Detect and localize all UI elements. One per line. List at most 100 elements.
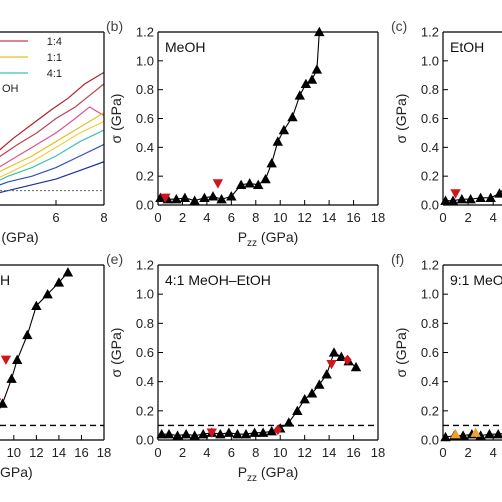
data-point-d-0-6	[42, 288, 53, 299]
y-tick-label-b-4: 0.8	[136, 82, 154, 97]
y-tick-label-c-4: 0.8	[421, 82, 439, 97]
panel-f: 0 2 4 0.0 0.2 0.4 0.6 0.8 1.0 1.2 σ (GPa) (f) 9:1 Me…	[391, 251, 502, 460]
x-tick-label-a-1: 8	[100, 210, 107, 225]
data-point-e-0-17	[299, 393, 310, 404]
data-point-b-0-6	[207, 191, 219, 201]
series-line-a-5	[0, 129, 105, 181]
y-tick-label-c-2: 0.4	[421, 140, 439, 155]
data-point-b-0-7	[216, 194, 227, 204]
data-point-e-0-11	[249, 427, 260, 437]
data-point-e-0-5	[198, 428, 209, 439]
data-point-c-0-6	[494, 188, 502, 198]
x-tick-label-e-2: 4	[203, 445, 210, 460]
series-line-a-2	[0, 106, 105, 168]
data-point-b-0-15	[278, 124, 290, 135]
y-axis-label-e: σ (GPa)	[108, 328, 124, 378]
data-point-e-1-0	[206, 428, 217, 438]
data-point-b-0-4	[189, 195, 200, 205]
y-tick-label-f-4: 0.8	[421, 316, 439, 331]
data-point-e-0-4	[189, 430, 200, 440]
series-line-a-7	[0, 161, 105, 194]
x-tick-label-b-7: 14	[322, 210, 336, 225]
x-tick-label-a-0: 6	[52, 210, 59, 225]
data-point-d-0-4	[22, 329, 33, 340]
x-tick-label-e-7: 14	[322, 445, 336, 460]
data-point-b-0-16	[287, 111, 298, 122]
data-point-b-0-10	[244, 178, 255, 188]
data-point-e-2-0	[273, 424, 282, 435]
data-point-b-0-14	[272, 136, 283, 146]
x-tick-label-b-1: 2	[179, 210, 186, 225]
data-point-e-0-19	[314, 379, 325, 389]
x-tick-label-b-9: 18	[371, 210, 385, 225]
data-point-d-0-8	[62, 267, 74, 277]
y-tick-label-c-6: 1.2	[421, 25, 439, 40]
series-line-a-0	[0, 71, 105, 151]
data-point-e-0-0	[156, 428, 167, 439]
y-tick-label-e-0: 0.0	[136, 433, 154, 448]
data-point-f-0-6	[493, 428, 502, 439]
x-tick-label-e-8: 16	[346, 445, 360, 460]
x-axis-label-d: (GPa)	[0, 464, 33, 480]
y-tick-label-b-1: 0.2	[136, 169, 154, 184]
series-line-d	[0, 271, 69, 410]
data-point-e-0-9	[232, 428, 243, 439]
legend-text-2: 1:1	[47, 52, 62, 64]
y-tick-label-e-1: 0.2	[136, 403, 154, 418]
y-tick-label-b-2: 0.4	[136, 140, 154, 155]
x-tick-label-c-0: 0	[439, 210, 446, 225]
x-tick-label-d-2: 14	[52, 445, 66, 460]
x-tick-label-b-2: 4	[203, 210, 210, 225]
data-point-c-0-4	[475, 192, 486, 202]
data-point-b-0-17	[294, 90, 305, 100]
x-tick-label-c-1: 2	[464, 210, 471, 225]
series-line-a-4	[0, 120, 105, 178]
data-point-e-0-8	[223, 427, 235, 437]
series-line-a-3	[0, 112, 105, 173]
y-tick-label-f-6: 1.2	[421, 258, 439, 273]
data-point-c-0-5	[485, 192, 496, 202]
data-point-e-0-2	[172, 430, 183, 440]
series-line-a-6	[0, 143, 105, 186]
y-tick-label-b-6: 1.2	[136, 25, 154, 40]
x-tick-label-e-9: 18	[371, 445, 385, 460]
y-tick-label-b-5: 1.0	[136, 53, 154, 68]
data-point-e-0-7	[215, 428, 226, 439]
y-tick-label-e-5: 1.0	[136, 287, 154, 302]
x-tick-label-b-4: 8	[252, 210, 259, 225]
y-tick-label-e-6: 1.2	[136, 258, 154, 273]
x-tick-label-d-0: 10	[7, 445, 21, 460]
y-tick-label-f-5: 1.0	[421, 287, 439, 302]
data-point-e-0-13	[266, 426, 277, 436]
series-line-a-1	[0, 83, 105, 158]
data-point-e-2-1	[343, 354, 352, 365]
panel-b: 0 2 4 6 8 10 12 14 16 18 0.0 0.2 0.4 0.6 0.8 1.0 1.2 σ (G…	[106, 18, 385, 249]
y-axis-label-b: σ (GPa)	[108, 94, 124, 144]
x-tick-label-b-3: 6	[228, 210, 235, 225]
panel-label-c: (c)	[391, 18, 407, 34]
panel-title-e: 4:1 MeOH–EtOH	[165, 272, 271, 288]
panel-label-e: (e)	[106, 251, 123, 267]
x-axis-label-e: Pzz (GPa)	[238, 464, 299, 484]
panel-title-d: H	[0, 272, 10, 288]
x-tick-label-e-5: 10	[273, 445, 287, 460]
x-tick-label-d-3: 16	[74, 445, 88, 460]
data-point-f-0-4	[475, 430, 486, 440]
data-point-e-0-3	[180, 428, 192, 439]
data-point-e-0-21	[328, 347, 340, 357]
data-point-b-0-18	[300, 78, 312, 89]
data-point-c-0-2	[456, 194, 468, 204]
x-tick-label-e-6: 12	[297, 445, 311, 460]
x-tick-label-e-3: 6	[228, 445, 235, 460]
data-point-e-0-18	[306, 388, 318, 398]
data-point-e-1-1	[326, 360, 337, 370]
y-tick-label-c-1: 0.2	[421, 169, 439, 184]
x-tick-label-e-0: 0	[154, 445, 161, 460]
data-point-b-0-13	[266, 157, 277, 168]
y-axis-label-f: σ (GPa)	[393, 328, 409, 378]
y-tick-label-b-3: 0.6	[136, 111, 154, 126]
data-point-e-0-22	[336, 351, 347, 362]
x-axis-label-a: (GPa)	[1, 229, 38, 245]
data-point-c-1-0	[450, 189, 461, 199]
